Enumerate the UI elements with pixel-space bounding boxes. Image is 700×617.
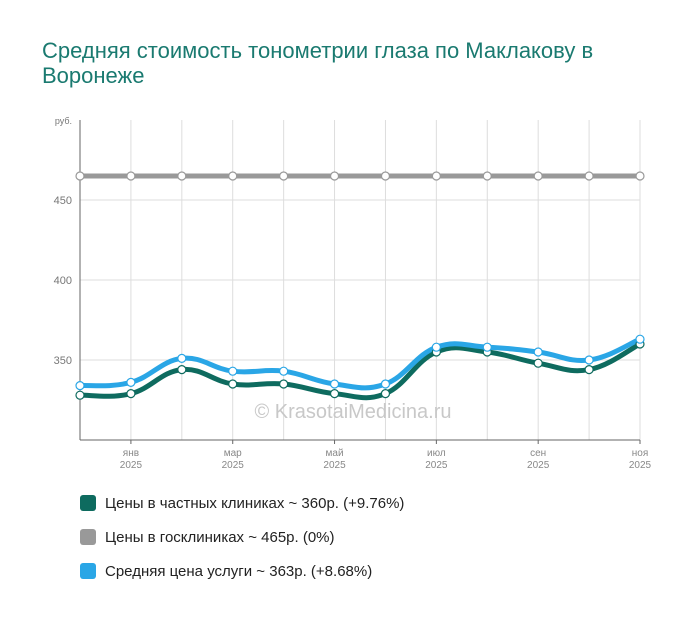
legend-swatch	[80, 563, 96, 579]
series-1-point	[329, 389, 340, 399]
series-2-point	[431, 342, 441, 352]
series-1-point	[380, 389, 391, 399]
y-axis-unit-label: руб.	[55, 116, 72, 126]
x-tick-month-label: янв	[123, 448, 139, 459]
y-tick-label: 400	[54, 275, 72, 287]
series-1-point	[533, 358, 543, 368]
series-1-point	[584, 365, 594, 375]
legend-swatch	[80, 529, 96, 545]
series-2-point	[482, 342, 492, 352]
x-tick-year-label: 2025	[527, 460, 550, 471]
series-2-point	[177, 353, 187, 363]
legend-item[interactable]: Цены в частных клиниках ~ 360р. (+9.76%)	[80, 486, 404, 520]
series-0-point	[126, 171, 136, 181]
x-tick-year-label: 2025	[120, 460, 143, 471]
series-1-point	[75, 390, 85, 400]
series-1-point	[279, 379, 289, 389]
x-tick-year-label: 2025	[425, 460, 448, 471]
series-2-point	[228, 366, 238, 376]
series-0-point	[177, 171, 187, 181]
series-2-point	[126, 377, 136, 387]
series-2-point	[75, 381, 85, 391]
series-2-point	[279, 366, 289, 376]
x-tick-month-label: мар	[224, 448, 242, 459]
series-0-point	[533, 171, 543, 181]
chart-title: Средняя стоимость тонометрии глаза по Ма…	[42, 38, 594, 88]
series-0-point	[431, 171, 441, 181]
legend-item[interactable]: Средняя цена услуги ~ 363р. (+8.68%)	[80, 554, 404, 588]
series-0-point	[279, 171, 289, 181]
x-tick-month-label: май	[326, 448, 344, 459]
series-lines	[77, 173, 643, 401]
x-tick-month-label: июл	[427, 448, 446, 459]
x-tick-year-label: 2025	[323, 460, 346, 471]
x-tick-month-label: сен	[530, 448, 546, 459]
series-0-point	[635, 171, 645, 181]
series-0-point	[482, 171, 492, 181]
series-2-point	[584, 355, 594, 365]
series-0-point	[75, 171, 85, 181]
series-2-point	[380, 379, 391, 389]
y-tick-label: 350	[54, 355, 72, 367]
series-1-point	[126, 389, 136, 399]
y-tick-label: 450	[54, 195, 72, 207]
watermark-text: © KrasotaiMedicina.ru	[254, 401, 451, 423]
series-2-line	[77, 336, 643, 391]
legend-label: Цены в госклиниках ~ 465р. (0%)	[105, 528, 335, 546]
legend-item[interactable]: Цены в госклиниках ~ 465р. (0%)	[80, 520, 404, 554]
series-1-point	[177, 365, 187, 375]
series-0-point	[329, 171, 340, 181]
series-2-point	[635, 334, 645, 344]
x-tick-year-label: 2025	[629, 460, 652, 471]
series-2-point	[329, 379, 340, 389]
x-tick-year-label: 2025	[222, 460, 245, 471]
grid-lines	[79, 120, 641, 440]
legend-swatch	[80, 495, 96, 511]
legend-label: Цены в частных клиниках ~ 360р. (+9.76%)	[105, 494, 405, 512]
chart-legend: Цены в частных клиниках ~ 360р. (+9.76%)…	[80, 486, 404, 588]
series-0-point	[584, 171, 594, 181]
series-markers	[75, 171, 645, 400]
series-2-point	[533, 347, 543, 357]
series-1-point	[228, 379, 238, 389]
legend-label: Средняя цена услуги ~ 363р. (+8.68%)	[105, 562, 373, 580]
series-0-point	[380, 171, 391, 181]
series-0-point	[228, 171, 238, 181]
x-tick-month-label: ноя	[632, 448, 649, 459]
